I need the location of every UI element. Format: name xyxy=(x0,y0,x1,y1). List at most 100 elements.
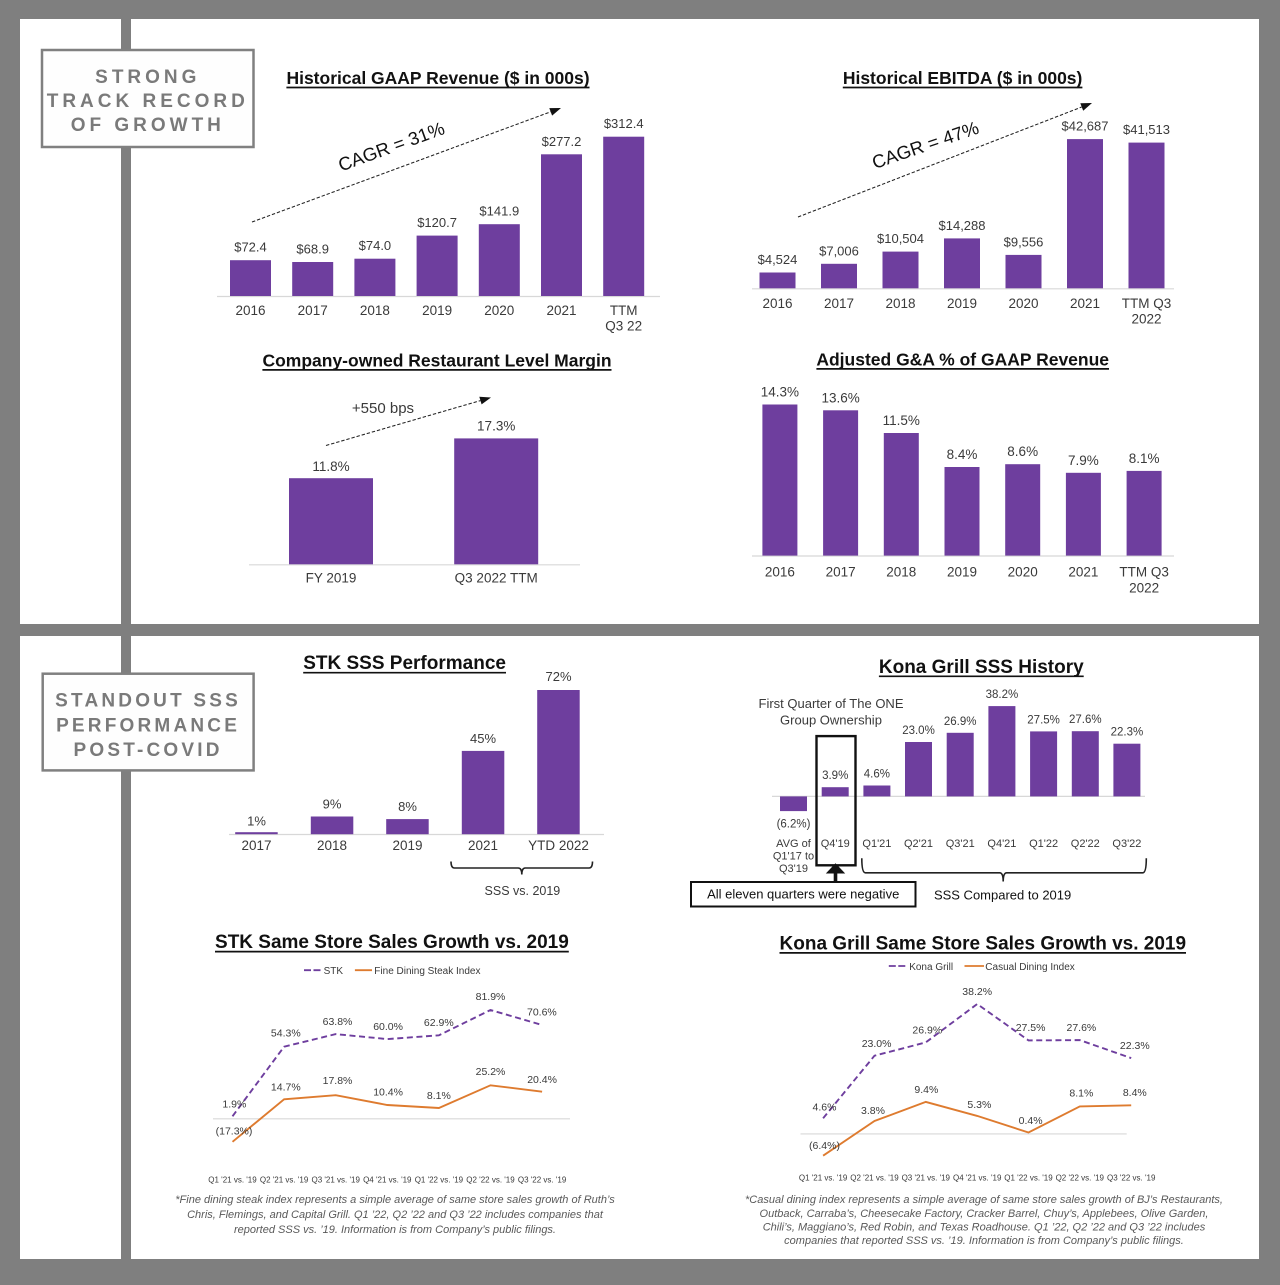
svg-text:$4,524: $4,524 xyxy=(758,252,798,267)
svg-text:*Fine dining steak index repre: *Fine dining steak index represents a si… xyxy=(175,1194,615,1206)
svg-text:81.9%: 81.9% xyxy=(476,991,506,1003)
svg-text:TTM: TTM xyxy=(610,303,638,318)
svg-text:Group Ownership: Group Ownership xyxy=(780,713,882,728)
svg-text:Q3'19: Q3'19 xyxy=(779,863,808,875)
svg-text:STRONG: STRONG xyxy=(95,67,200,88)
svg-text:Kona Grill SSS History: Kona Grill SSS History xyxy=(879,657,1084,678)
svg-text:3.8%: 3.8% xyxy=(861,1105,885,1117)
svg-text:10.4%: 10.4% xyxy=(373,1087,403,1099)
svg-text:TTM Q3: TTM Q3 xyxy=(1119,564,1169,579)
svg-text:TRACK RECORD: TRACK RECORD xyxy=(47,91,249,112)
svg-text:2022: 2022 xyxy=(1129,580,1159,595)
svg-text:63.8%: 63.8% xyxy=(323,1016,353,1028)
svg-text:SSS vs. 2019: SSS vs. 2019 xyxy=(485,884,561,898)
svg-text:2022: 2022 xyxy=(1131,311,1161,326)
svg-text:AVG of: AVG of xyxy=(776,838,812,850)
svg-text:Q2 '21 vs. '19: Q2 '21 vs. '19 xyxy=(260,1176,309,1185)
svg-text:Q1'21: Q1'21 xyxy=(862,838,891,850)
svg-text:27.6%: 27.6% xyxy=(1067,1022,1097,1034)
svg-text:2016: 2016 xyxy=(235,303,265,318)
svg-text:2018: 2018 xyxy=(360,303,390,318)
svg-text:SSS Compared to 2019: SSS Compared to 2019 xyxy=(934,888,1071,903)
svg-text:60.0%: 60.0% xyxy=(373,1021,403,1033)
svg-text:Q3 '22 vs. '19: Q3 '22 vs. '19 xyxy=(518,1176,567,1185)
svg-text:$74.0: $74.0 xyxy=(359,238,392,253)
svg-text:(17.3%): (17.3%) xyxy=(216,1126,253,1138)
svg-text:Chili’s, Maggiano’s, Red Robin: Chili’s, Maggiano’s, Red Robin, and Texa… xyxy=(763,1221,1206,1233)
svg-text:8.1%: 8.1% xyxy=(1069,1088,1093,1100)
svg-text:17.3%: 17.3% xyxy=(477,419,515,434)
svg-text:reported SSS vs. ’19. Informat: reported SSS vs. ’19. Information is fro… xyxy=(234,1224,556,1236)
svg-text:17.8%: 17.8% xyxy=(323,1075,353,1087)
svg-text:2017: 2017 xyxy=(824,296,854,311)
svg-text:Kona Grill: Kona Grill xyxy=(909,962,953,973)
svg-text:Q3 2022 TTM: Q3 2022 TTM xyxy=(455,571,538,586)
svg-text:2018: 2018 xyxy=(885,296,915,311)
svg-text:STK: STK xyxy=(324,966,344,977)
svg-text:Q2 '21 vs. '19: Q2 '21 vs. '19 xyxy=(850,1174,899,1183)
svg-text:2019: 2019 xyxy=(947,564,977,579)
svg-text:14.7%: 14.7% xyxy=(271,1082,301,1094)
svg-text:2017: 2017 xyxy=(826,564,856,579)
svg-text:2016: 2016 xyxy=(765,564,795,579)
svg-text:Historical GAAP Revenue ($ in: Historical GAAP Revenue ($ in 000s) xyxy=(286,68,589,88)
svg-text:4.6%: 4.6% xyxy=(864,769,890,781)
svg-text:9%: 9% xyxy=(323,797,342,812)
svg-text:2019: 2019 xyxy=(392,838,422,853)
svg-text:Q2 '22 vs. '19: Q2 '22 vs. '19 xyxy=(466,1176,515,1185)
svg-text:22.3%: 22.3% xyxy=(1120,1040,1150,1052)
svg-text:Q3'21: Q3'21 xyxy=(946,838,975,850)
svg-text:$14,288: $14,288 xyxy=(939,218,986,233)
svg-text:2019: 2019 xyxy=(947,296,977,311)
svg-text:2020: 2020 xyxy=(1008,296,1038,311)
svg-text:Fine Dining Steak Index: Fine Dining Steak Index xyxy=(374,966,480,977)
svg-text:7.9%: 7.9% xyxy=(1068,453,1099,468)
svg-text:$312.4: $312.4 xyxy=(604,116,644,131)
svg-text:First Quarter of The ONE: First Quarter of The ONE xyxy=(759,696,904,711)
svg-text:2021: 2021 xyxy=(1068,564,1098,579)
svg-text:38.2%: 38.2% xyxy=(986,689,1019,701)
svg-text:All eleven quarters were negat: All eleven quarters were negative xyxy=(707,887,899,902)
svg-text:YTD 2022: YTD 2022 xyxy=(528,838,589,853)
svg-text:$42,687: $42,687 xyxy=(1062,119,1109,134)
svg-text:2021: 2021 xyxy=(546,303,576,318)
svg-text:25.2%: 25.2% xyxy=(476,1066,506,1078)
svg-text:$72.4: $72.4 xyxy=(234,240,267,255)
svg-text:2019: 2019 xyxy=(422,303,452,318)
svg-text:$120.7: $120.7 xyxy=(417,215,457,230)
svg-text:54.3%: 54.3% xyxy=(271,1027,301,1039)
svg-text:Kona Grill Same Store Sales Gr: Kona Grill Same Store Sales Growth vs. 2… xyxy=(780,933,1187,954)
svg-text:23.0%: 23.0% xyxy=(902,725,935,737)
svg-text:$9,556: $9,556 xyxy=(1004,234,1044,249)
svg-text:Q3 '21 vs. '19: Q3 '21 vs. '19 xyxy=(902,1174,951,1183)
svg-text:8.1%: 8.1% xyxy=(427,1090,451,1102)
svg-text:$7,006: $7,006 xyxy=(819,243,859,258)
svg-text:14.3%: 14.3% xyxy=(761,385,799,400)
svg-text:8.4%: 8.4% xyxy=(1123,1087,1147,1099)
svg-text:Company-owned Restaurant Level: Company-owned Restaurant Level Margin xyxy=(262,350,611,370)
svg-text:OF GROWTH: OF GROWTH xyxy=(71,115,225,136)
svg-text:$41,513: $41,513 xyxy=(1123,122,1170,137)
svg-text:Q1 '21 vs. '19: Q1 '21 vs. '19 xyxy=(799,1174,848,1183)
svg-text:Q1 '21 vs. '19: Q1 '21 vs. '19 xyxy=(208,1176,257,1185)
svg-text:2018: 2018 xyxy=(886,564,916,579)
svg-text:companies that reported SSS vs: companies that reported SSS vs. ’19. Inf… xyxy=(784,1235,1184,1247)
svg-text:Q4'21: Q4'21 xyxy=(987,838,1016,850)
svg-text:5.3%: 5.3% xyxy=(967,1099,991,1111)
svg-text:0.4%: 0.4% xyxy=(1019,1115,1043,1127)
svg-text:Q2'22: Q2'22 xyxy=(1071,838,1100,850)
svg-text:45%: 45% xyxy=(470,731,496,746)
svg-text:Q4'19: Q4'19 xyxy=(821,838,850,850)
svg-text:TTM Q3: TTM Q3 xyxy=(1122,296,1172,311)
svg-text:72%: 72% xyxy=(545,669,571,684)
svg-text:Casual Dining Index: Casual Dining Index xyxy=(985,962,1075,973)
svg-text:$277.2: $277.2 xyxy=(542,134,582,149)
svg-text:Q2'21: Q2'21 xyxy=(904,838,933,850)
svg-text:Outback, Carraba’s, Cheesecake: Outback, Carraba’s, Cheesecake Factory, … xyxy=(760,1208,1209,1220)
svg-text:8.4%: 8.4% xyxy=(947,447,978,462)
svg-text:Historical EBITDA ($ in 000s): Historical EBITDA ($ in 000s) xyxy=(843,68,1083,88)
svg-text:2018: 2018 xyxy=(317,838,347,853)
svg-text:Q3'22: Q3'22 xyxy=(1112,838,1141,850)
svg-text:2021: 2021 xyxy=(1070,296,1100,311)
svg-text:8.6%: 8.6% xyxy=(1007,444,1038,459)
